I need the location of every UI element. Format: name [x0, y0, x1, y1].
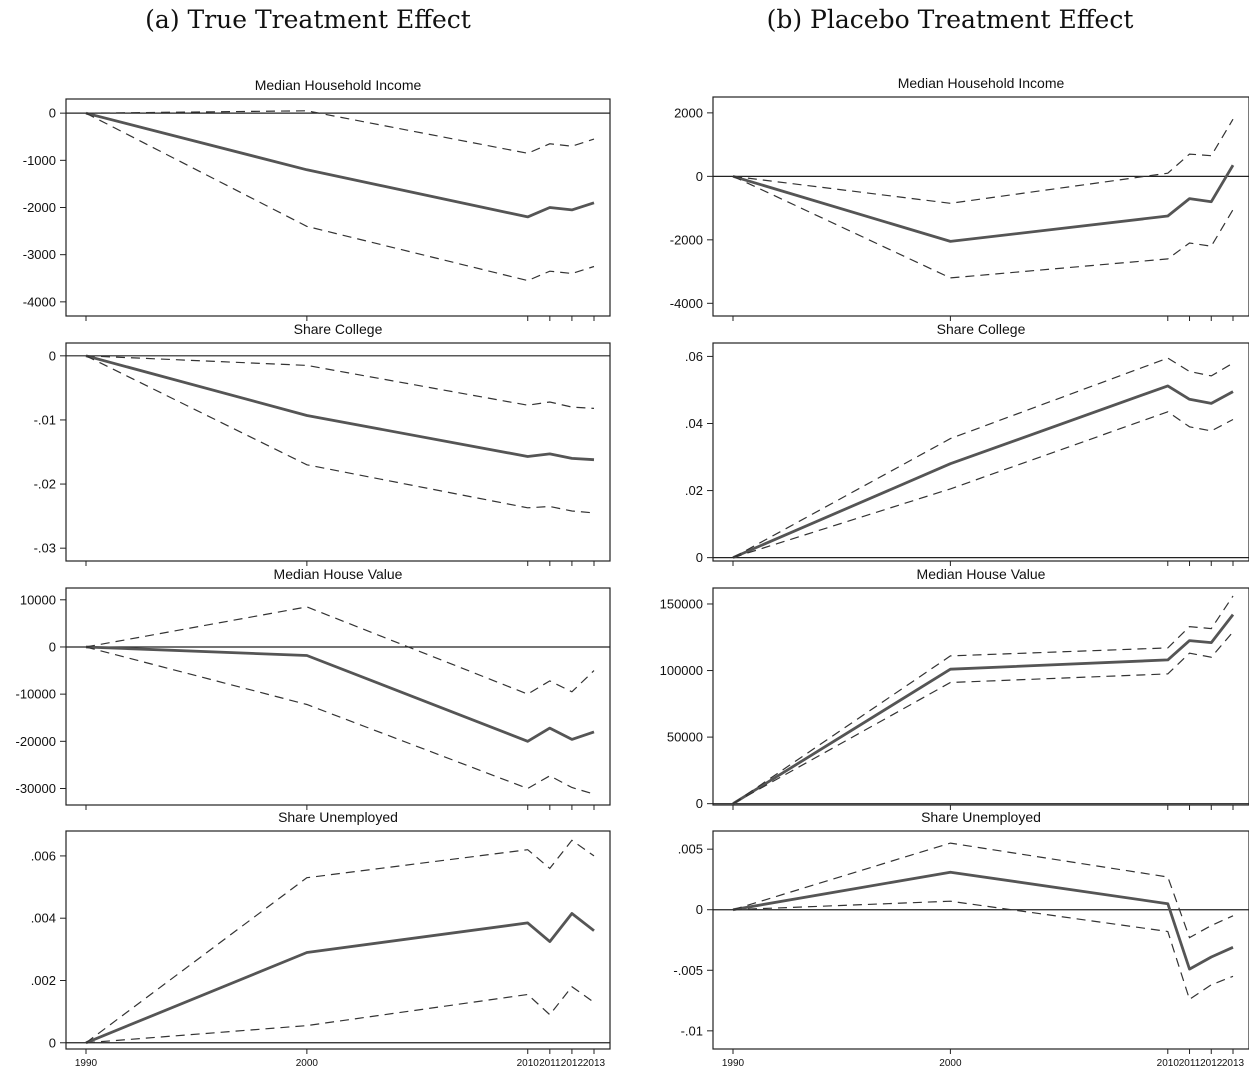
panel-title: Median House Value [274, 566, 403, 582]
y-tick-label: -.02 [34, 477, 56, 492]
plot-frame [65, 587, 611, 806]
y-tick-label: -20000 [16, 734, 56, 749]
y-tick-label: 0 [49, 348, 56, 363]
estimate-line [85, 111, 595, 219]
column-title-a: (a) True Treatment Effect [145, 5, 471, 34]
chart-panel-1: Median Household Income 0 -1000 -2000 -3000 -… [23, 77, 611, 321]
y-tick-label: -.03 [34, 541, 56, 556]
panel-title: Share College [294, 321, 383, 337]
chart-panel-4: Share College .06 .04 .02 0 [685, 321, 1249, 566]
y-tick-label: .004 [31, 911, 56, 926]
y-tick-label: .006 [31, 848, 56, 863]
y-tick-label: -.01 [681, 1023, 703, 1038]
estimate-line [85, 912, 595, 1045]
x-tick-label: 2013 [1222, 1058, 1245, 1069]
y-tick-label: 0 [696, 550, 703, 565]
y-tick-label: -.005 [673, 963, 703, 978]
y-tick-label: 0 [49, 639, 56, 654]
chart-panel-6: Median House Value 150000 100000 50000 0 [660, 566, 1249, 811]
panel-title: Median House Value [917, 566, 1046, 582]
upper-ci-line [85, 110, 595, 154]
lower-ci-line [85, 112, 595, 282]
panels-group: Median Household Income 0 -1000 -2000 -3000 -… [16, 75, 1249, 1069]
y-tick-label: 150000 [660, 596, 703, 611]
panel-title: Share College [937, 321, 1026, 337]
plot-frame [65, 830, 611, 1050]
upper-ci-line [732, 595, 1234, 805]
y-tick-label: 0 [696, 796, 703, 811]
plot-frame [712, 96, 1249, 317]
chart-panel-7: Share Unemployed .006 .004 .002 0 1990 2000 201… [31, 809, 611, 1069]
upper-ci-line [85, 606, 595, 695]
upper-ci-line [85, 839, 595, 1044]
chart-panel-3: Share College 0 -.01 -.02 -.03 [34, 321, 611, 566]
y-tick-label: 2000 [674, 105, 703, 120]
y-tick-label: .02 [685, 483, 703, 498]
lower-ci-line [732, 175, 1234, 279]
estimate-line [732, 164, 1235, 243]
y-tick-label: .005 [678, 842, 703, 857]
chart-panel-2: Median Household Income 2000 0 -2000 -4000 [670, 75, 1249, 321]
estimate-line [732, 384, 1234, 559]
y-tick-label: -30000 [16, 781, 56, 796]
plot-frame [65, 342, 611, 562]
x-tick-label: 2012 [561, 1058, 584, 1069]
panel-title: Share Unemployed [921, 809, 1041, 825]
chart-panel-5: Median House Value 10000 0 -10000 -20000 -300… [16, 566, 611, 810]
lower-ci-line [85, 646, 595, 795]
lower-ci-line [85, 985, 595, 1044]
y-tick-label: -.01 [34, 412, 56, 427]
upper-ci-line [85, 355, 595, 409]
lower-ci-line [732, 900, 1234, 1001]
y-tick-label: 0 [49, 106, 56, 121]
y-tick-label: 0 [49, 1035, 56, 1050]
y-tick-label: -4000 [670, 296, 703, 311]
x-tick-label: 2010 [1157, 1058, 1180, 1069]
y-tick-label: -4000 [23, 294, 56, 309]
plot-frame [712, 587, 1249, 806]
lower-ci-line [732, 631, 1234, 805]
x-tick-label: 1990 [722, 1058, 745, 1069]
panel-title: Share Unemployed [278, 809, 398, 825]
panel-title: Median Household Income [255, 77, 422, 93]
x-tick-label: 2013 [583, 1058, 606, 1069]
upper-ci-line [732, 842, 1234, 939]
y-tick-label: .04 [685, 416, 703, 431]
lower-ci-line [85, 355, 595, 514]
y-tick-label: -2000 [23, 200, 56, 215]
x-tick-label: 2012 [1200, 1058, 1223, 1069]
y-tick-label: .06 [685, 349, 703, 364]
y-tick-label: -10000 [16, 687, 56, 702]
y-tick-label: 50000 [667, 730, 703, 745]
y-tick-label: -3000 [23, 247, 56, 262]
panel-title: Median Household Income [898, 75, 1065, 91]
estimate-line [85, 645, 595, 743]
y-tick-label: 0 [696, 902, 703, 917]
chart-panel-8: Share Unemployed .005 0 -.005 -.01 1990 2000 20… [673, 809, 1249, 1069]
y-tick-label: 10000 [20, 592, 56, 607]
x-tick-label: 2000 [296, 1058, 319, 1069]
lower-ci-line [732, 411, 1234, 559]
y-tick-label: -1000 [23, 153, 56, 168]
y-tick-label: .002 [31, 973, 56, 988]
estimate-line [732, 870, 1234, 971]
upper-ci-line [732, 118, 1234, 204]
plot-frame [65, 98, 611, 317]
estimate-line [732, 613, 1235, 805]
y-tick-label: 100000 [660, 663, 703, 678]
plot-frame [712, 342, 1249, 562]
x-tick-label: 2010 [517, 1058, 540, 1069]
x-tick-label: 1990 [75, 1058, 98, 1069]
x-tick-label: 2011 [1179, 1058, 1201, 1069]
y-tick-label: 0 [696, 169, 703, 184]
plot-frame [712, 830, 1249, 1050]
y-tick-label: -2000 [670, 232, 703, 247]
upper-ci-line [732, 357, 1234, 559]
estimate-line [85, 354, 595, 462]
x-tick-label: 2000 [939, 1058, 962, 1069]
column-title-b: (b) Placebo Treatment Effect [767, 5, 1134, 34]
x-tick-label: 2011 [539, 1058, 561, 1069]
